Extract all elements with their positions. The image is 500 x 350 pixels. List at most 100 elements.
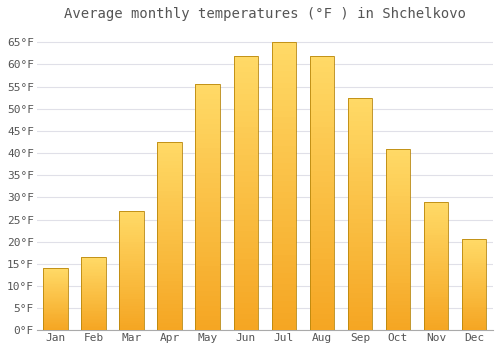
Bar <box>44 286 68 287</box>
Bar <box>44 312 68 313</box>
Title: Average monthly temperatures (°F ) in Shchelkovo: Average monthly temperatures (°F ) in Sh… <box>64 7 466 21</box>
Bar <box>234 308 258 314</box>
Bar <box>310 176 334 182</box>
Bar <box>348 186 372 191</box>
Bar <box>348 302 372 307</box>
Bar <box>120 314 144 316</box>
Bar <box>462 292 486 294</box>
Bar <box>82 314 106 316</box>
Bar <box>272 111 296 117</box>
Bar <box>348 172 372 177</box>
Bar <box>310 171 334 176</box>
Bar <box>272 198 296 204</box>
Bar <box>424 238 448 240</box>
Bar <box>424 220 448 222</box>
Bar <box>424 228 448 230</box>
Bar <box>120 218 144 220</box>
Bar <box>120 228 144 230</box>
Bar <box>386 250 410 254</box>
Bar <box>234 138 258 144</box>
Bar <box>120 273 144 275</box>
Bar <box>310 138 334 144</box>
Bar <box>196 84 220 89</box>
Bar <box>82 326 106 327</box>
Bar <box>272 77 296 83</box>
Bar <box>196 173 220 178</box>
Bar <box>462 327 486 328</box>
Bar <box>82 273 106 275</box>
Bar <box>120 220 144 223</box>
Bar <box>120 266 144 268</box>
Bar <box>310 275 334 281</box>
Bar <box>424 304 448 307</box>
Bar <box>310 111 334 116</box>
Bar <box>196 119 220 124</box>
Bar <box>234 297 258 303</box>
Bar <box>272 267 296 273</box>
Bar <box>158 270 182 274</box>
Bar <box>82 285 106 286</box>
Bar <box>196 296 220 301</box>
Bar <box>462 325 486 327</box>
Bar <box>44 323 68 324</box>
Bar <box>120 275 144 278</box>
Bar <box>196 183 220 188</box>
Bar <box>310 66 334 72</box>
Bar <box>82 267 106 269</box>
Bar <box>158 251 182 255</box>
Bar <box>196 237 220 242</box>
Bar <box>234 270 258 275</box>
Bar <box>234 133 258 138</box>
Bar <box>462 279 486 281</box>
Bar <box>44 279 68 281</box>
Bar <box>424 204 448 207</box>
Bar <box>120 268 144 271</box>
Bar <box>44 314 68 315</box>
Bar <box>82 257 106 259</box>
Bar <box>196 84 220 330</box>
Bar <box>272 324 296 330</box>
Bar <box>348 223 372 228</box>
Bar <box>158 236 182 240</box>
Bar <box>44 270 68 271</box>
Bar <box>196 326 220 330</box>
Bar <box>120 328 144 330</box>
Bar <box>386 254 410 258</box>
Bar <box>234 248 258 253</box>
Bar <box>272 221 296 226</box>
Bar <box>462 301 486 303</box>
Bar <box>82 294 106 295</box>
Bar <box>310 144 334 149</box>
Bar <box>158 161 182 164</box>
Bar <box>272 284 296 290</box>
Bar <box>120 297 144 299</box>
Bar <box>234 154 258 160</box>
Bar <box>272 238 296 244</box>
Bar <box>158 323 182 327</box>
Bar <box>462 259 486 261</box>
Bar <box>44 307 68 308</box>
Bar <box>424 212 448 215</box>
Bar <box>196 276 220 281</box>
Bar <box>272 319 296 324</box>
Bar <box>234 72 258 78</box>
Bar <box>310 281 334 286</box>
Bar <box>158 304 182 308</box>
Bar <box>272 158 296 163</box>
Bar <box>272 129 296 134</box>
Bar <box>462 317 486 320</box>
Bar <box>348 107 372 112</box>
Bar <box>424 300 448 302</box>
Bar <box>234 89 258 94</box>
Bar <box>424 230 448 233</box>
Bar <box>120 289 144 292</box>
Bar <box>348 265 372 270</box>
Bar <box>158 281 182 285</box>
Bar <box>158 195 182 198</box>
Bar <box>272 140 296 146</box>
Bar <box>310 56 334 61</box>
Bar <box>462 278 486 279</box>
Bar <box>348 242 372 246</box>
Bar <box>310 308 334 314</box>
Bar <box>386 192 410 196</box>
